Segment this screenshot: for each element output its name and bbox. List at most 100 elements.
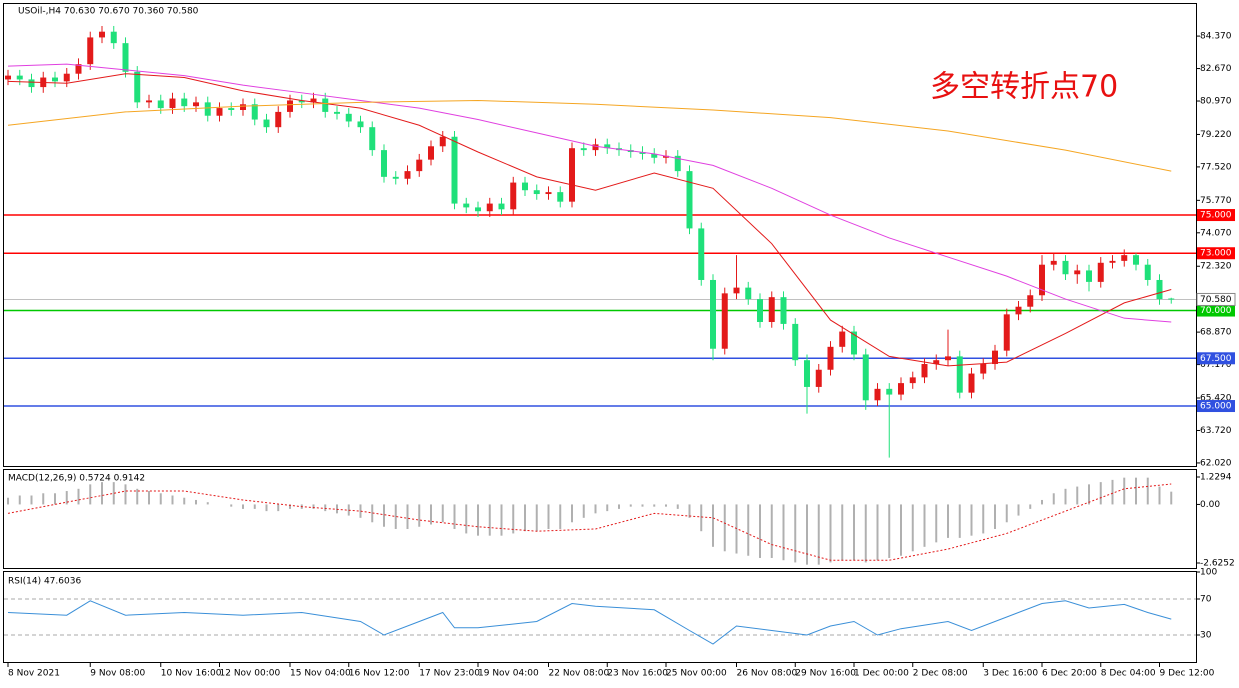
- y-tick-label: 77.520: [1200, 162, 1232, 172]
- candle-body: [87, 37, 94, 65]
- candle-body: [768, 297, 775, 322]
- candle-body: [110, 31, 117, 44]
- candle-body: [1097, 262, 1104, 282]
- candle-body: [592, 144, 599, 151]
- candle-body: [757, 299, 763, 322]
- candle-body: [522, 182, 528, 191]
- candle-body: [475, 207, 481, 212]
- candle-body: [204, 102, 211, 116]
- candle-body: [322, 98, 329, 112]
- candle-body: [580, 148, 587, 151]
- candle-body: [956, 356, 963, 393]
- candle-body: [63, 73, 70, 82]
- candle-body: [275, 111, 282, 128]
- y-tick-label: 74.070: [1200, 228, 1232, 238]
- annotation: 多空转折点70: [930, 70, 1118, 105]
- candle-body: [5, 75, 11, 80]
- candle-body: [874, 388, 881, 401]
- candle-body: [1168, 298, 1175, 300]
- x-tick-label: 10 Nov 16:00: [161, 669, 222, 679]
- level-tag: [1197, 304, 1235, 317]
- level-label: 67.500: [1200, 354, 1232, 364]
- level-label: 70.000: [1200, 306, 1232, 316]
- candle-body: [463, 203, 470, 208]
- x-tick-label: 2 Dec 08:00: [913, 669, 968, 679]
- candle-body: [99, 31, 105, 38]
- level-label: 75.000: [1200, 211, 1232, 221]
- macd-pane: [3, 469, 1197, 569]
- x-tick-label: 8 Dec 04:00: [1101, 669, 1156, 679]
- last-price-label: 70.580: [1200, 295, 1232, 305]
- x-tick-label: 29 Nov 16:00: [795, 669, 856, 679]
- x-tick-label: 6 Dec 20:00: [1042, 669, 1097, 679]
- y-tick-label: 0.00: [1200, 500, 1220, 510]
- candle-body: [569, 148, 575, 202]
- candle-body: [134, 71, 141, 103]
- y-tick-label: 82.670: [1200, 64, 1232, 74]
- candle-body: [510, 182, 517, 210]
- x-tick-label: 19 Nov 04:00: [478, 669, 539, 679]
- candle-body: [792, 323, 799, 361]
- moving-average: [7, 63, 1172, 323]
- y-tick-label: 75.770: [1200, 196, 1232, 206]
- candle-body: [381, 150, 387, 177]
- candle-body: [710, 279, 716, 349]
- candle-body: [169, 98, 176, 109]
- candle-body: [16, 75, 23, 80]
- y-tick-label: 68.870: [1200, 328, 1232, 338]
- candle-body: [1156, 279, 1163, 300]
- x-tick-label: 15 Nov 04:00: [290, 669, 351, 679]
- candle-body: [1015, 306, 1022, 315]
- level-tag: [1197, 400, 1235, 413]
- candle-body: [251, 104, 258, 120]
- chart-title: USOil-,H4 70.630 70.670 70.360 70.580: [18, 7, 199, 17]
- candle-body: [933, 360, 940, 365]
- candle-body: [1121, 255, 1128, 261]
- candle-body: [745, 287, 752, 300]
- candle-body: [216, 108, 223, 116]
- candle-body: [663, 155, 669, 158]
- candle-body: [298, 100, 305, 103]
- candle-body: [1109, 260, 1116, 263]
- y-tick-label: 1.2294: [1200, 472, 1232, 482]
- y-tick-label: 79.220: [1200, 130, 1232, 140]
- last-price-tag: [1196, 292, 1236, 306]
- x-tick-label: 17 Nov 23:00: [419, 669, 480, 679]
- y-tick-label: 84.370: [1200, 32, 1232, 42]
- candle-body: [886, 388, 893, 395]
- candle-body: [392, 176, 399, 179]
- x-tick-label: 25 Nov 00:00: [666, 669, 727, 679]
- candle-body: [451, 136, 458, 204]
- candle-body: [52, 77, 58, 82]
- candle-body: [404, 171, 411, 179]
- rsi-line: [7, 600, 1172, 645]
- y-tick-label: 67.170: [1200, 360, 1232, 370]
- x-tick-label: 8 Nov 2021: [8, 669, 60, 679]
- candle-body: [369, 127, 376, 151]
- moving-average: [7, 73, 1172, 367]
- candle-body: [1144, 264, 1151, 280]
- main-pane: [3, 3, 1197, 467]
- candle-body: [439, 136, 446, 147]
- candle-body: [898, 383, 904, 395]
- y-tick-label: 70: [1200, 595, 1212, 605]
- candle-body: [839, 331, 846, 347]
- x-tick-label: 1 Dec 00:00: [854, 669, 909, 679]
- candle-body: [851, 331, 857, 355]
- level-tag: [1197, 247, 1235, 260]
- x-tick-label: 16 Nov 12:00: [349, 669, 410, 679]
- candle-body: [193, 102, 199, 107]
- y-tick-label: 100: [1200, 568, 1217, 578]
- y-tick-label: 65.420: [1200, 394, 1232, 404]
- candle-body: [651, 153, 658, 158]
- candle-body: [1003, 314, 1010, 351]
- candle-body: [181, 98, 188, 107]
- candle-body: [862, 354, 869, 401]
- candle-body: [28, 79, 35, 88]
- x-tick-label: 9 Nov 08:00: [90, 669, 145, 679]
- candle-body: [334, 111, 340, 114]
- level-tag: [1197, 352, 1235, 365]
- candle-body: [721, 293, 728, 349]
- candle-body: [698, 228, 705, 280]
